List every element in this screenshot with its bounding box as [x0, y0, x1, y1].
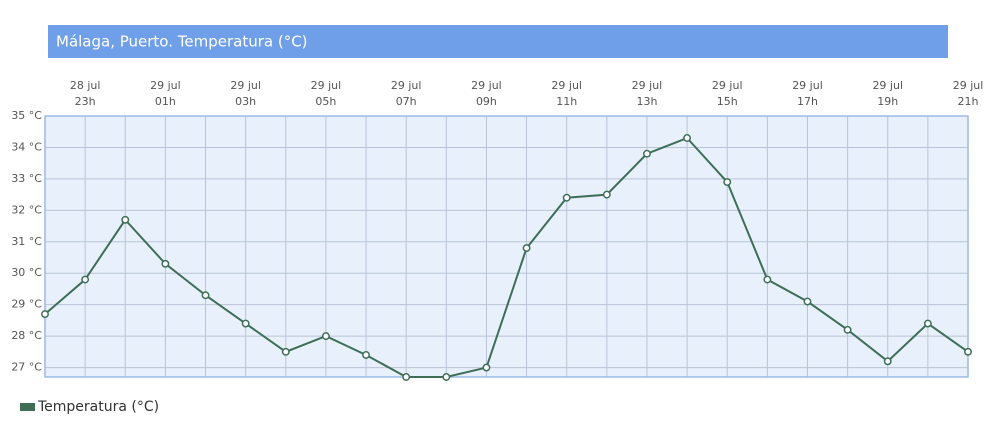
data-point [161, 259, 170, 268]
chart-title: Málaga, Puerto. Temperatura (°C) [56, 33, 308, 51]
plot-area [45, 116, 968, 377]
x-tick-date: 29 jul [150, 79, 181, 92]
series-line [44, 136, 969, 378]
x-tick-date: 29 jul [551, 79, 582, 92]
data-point [723, 178, 732, 186]
title-bar [48, 25, 948, 58]
x-tick-date: 29 jul [471, 79, 502, 92]
x-tick-date: 29 jul [230, 79, 261, 92]
data-point [281, 347, 290, 356]
x-tick-label: 07h [396, 95, 417, 108]
x-tick-label: 01h [155, 95, 176, 108]
y-tick-label: 31 °C [11, 235, 42, 248]
data-point [482, 363, 491, 372]
x-tick-date: 29 jul [712, 79, 743, 92]
x-tick-label: 03h [235, 95, 256, 108]
data-point [562, 193, 571, 202]
data-point [843, 325, 852, 334]
data-point [602, 190, 611, 199]
data-point [883, 357, 892, 366]
data-point [643, 149, 651, 158]
data-point [81, 275, 90, 284]
data-point [41, 310, 49, 319]
data-point [442, 373, 451, 381]
x-tick-date: 29 jul [792, 79, 823, 92]
x-tick-label: 23h [75, 95, 96, 108]
x-tick-label: 11h [556, 95, 577, 108]
data-point [201, 291, 210, 300]
data-point [522, 244, 531, 253]
x-tick-label: 19h [877, 95, 898, 108]
legend-swatch [20, 403, 35, 411]
y-tick-label: 34 °C [11, 140, 42, 153]
x-tick-label: 13h [636, 95, 657, 108]
x-tick-date: 29 jul [632, 79, 663, 92]
data-point [321, 332, 330, 341]
x-tick-date: 29 jul [872, 79, 903, 92]
x-tick-label: 09h [476, 95, 497, 108]
y-tick-label: 29 °C [11, 298, 42, 311]
x-tick-label: 15h [717, 95, 738, 108]
y-tick-label: 30 °C [11, 266, 42, 279]
y-tick-label: 32 °C [11, 203, 42, 216]
x-tick-date: 29 jul [953, 79, 984, 92]
data-point [362, 351, 370, 359]
data-point [683, 134, 692, 142]
data-point [964, 347, 972, 356]
data-point [763, 275, 772, 284]
y-tick-label: 35 °C [11, 109, 42, 122]
x-tick-label: 05h [315, 95, 336, 108]
data-point [402, 373, 411, 381]
x-tick-date: 29 jul [391, 79, 422, 92]
data-point [803, 297, 812, 306]
x-tick-date: 29 jul [311, 79, 342, 92]
y-tick-label: 33 °C [11, 172, 42, 185]
x-tick-label: 17h [797, 95, 818, 108]
legend-label: Temperatura (°C) [37, 399, 159, 415]
data-point [241, 319, 250, 328]
plot-border [44, 115, 969, 378]
x-tick-date: 28 jul [70, 79, 101, 92]
data-point [923, 319, 932, 328]
y-tick-label: 28 °C [11, 329, 42, 342]
data-point [121, 215, 130, 224]
x-tick-label: 21h [958, 95, 979, 108]
y-tick-label: 27 °C [11, 361, 42, 374]
